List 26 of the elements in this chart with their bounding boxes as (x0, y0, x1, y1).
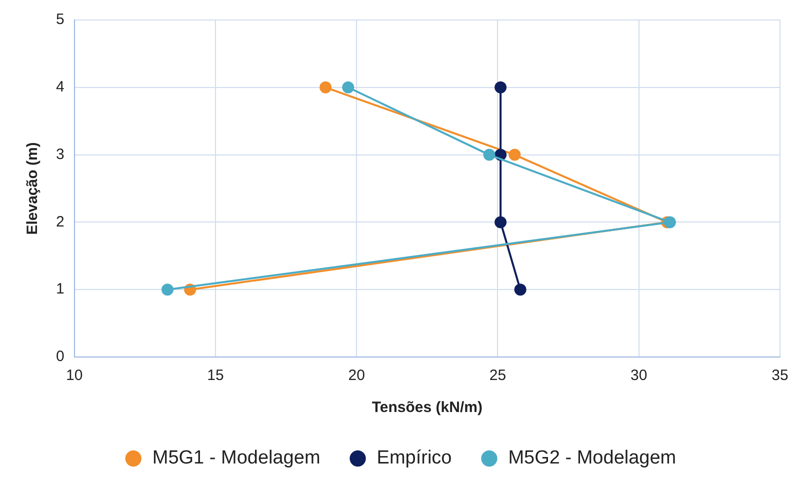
y-tick-label: 3 (56, 146, 64, 163)
y-axis-title: Elevação (m) (24, 142, 42, 235)
point (508, 148, 521, 161)
y-tick-label: 1 (56, 280, 64, 298)
legend-label: M5G2 - Modelagem (508, 448, 676, 469)
point (483, 148, 496, 161)
x-tick-label: 25 (489, 367, 506, 384)
x-tick-label: 35 (772, 367, 788, 384)
point (342, 81, 354, 94)
x-tick-label: 30 (630, 367, 648, 384)
x-tick-label: 20 (348, 367, 365, 384)
x-axis-title: Tensões (kN/m) (372, 399, 482, 416)
point (161, 284, 174, 296)
legend-label: M5G1 - Modelagem (152, 448, 320, 469)
y-tick-label: 4 (56, 78, 64, 96)
y-tick-label: 2 (56, 213, 64, 230)
x-tick-label: 10 (66, 367, 83, 384)
y-tick-label: 5 (56, 11, 64, 28)
point (514, 284, 526, 296)
point (320, 81, 332, 94)
point (494, 216, 507, 228)
x-tick-label: 15 (207, 367, 224, 384)
y-tick-label: 0 (56, 348, 64, 366)
legend-label: Empírico (376, 448, 452, 469)
point (664, 216, 676, 228)
point (494, 81, 507, 94)
